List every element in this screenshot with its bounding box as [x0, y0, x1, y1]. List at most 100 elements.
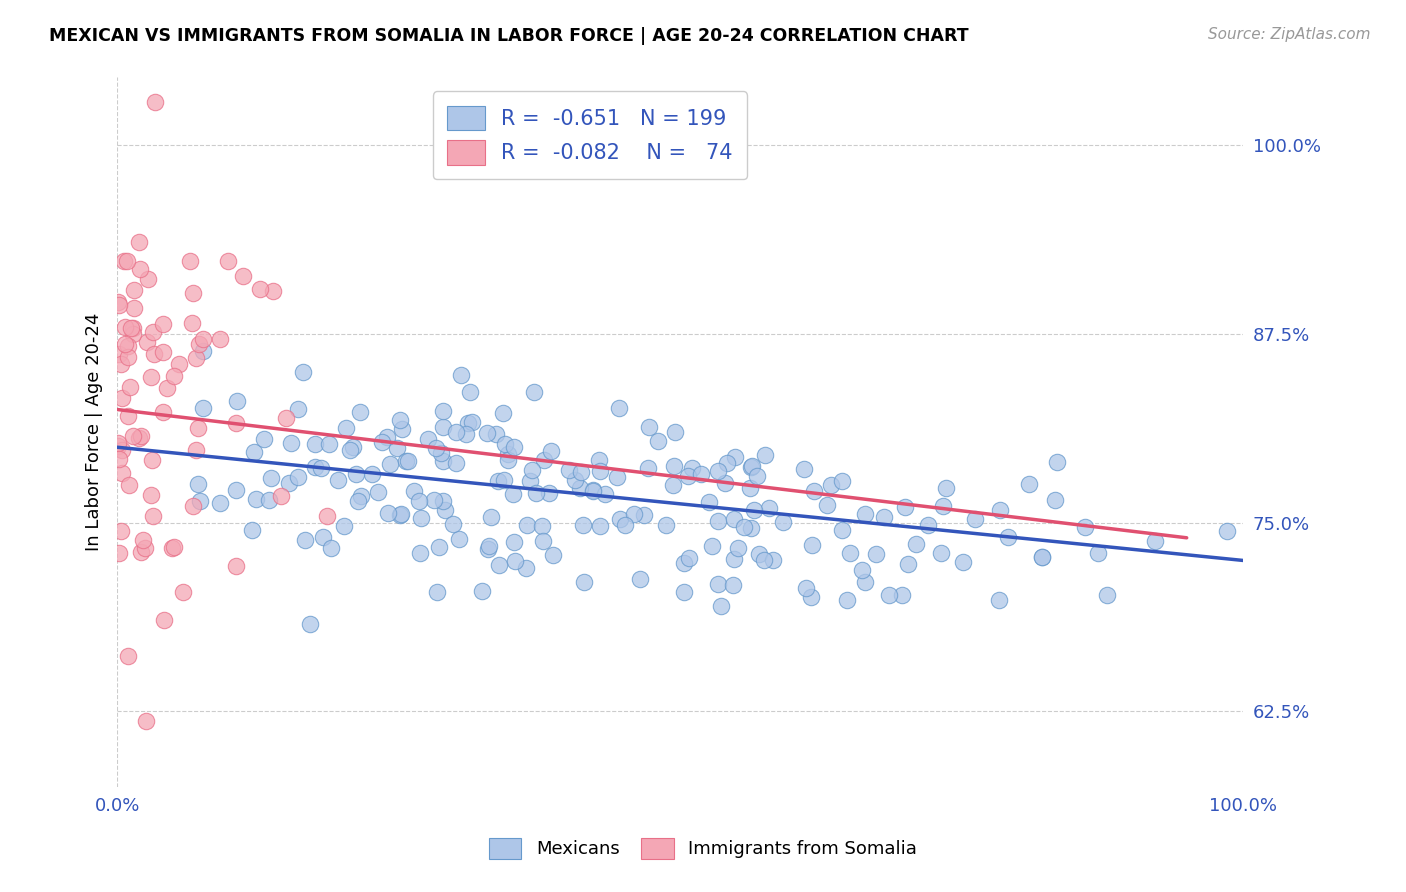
Point — [801, 538, 824, 552]
Point — [378, 457, 401, 471]
Point — [516, 517, 538, 532]
Point — [1144, 533, 1167, 548]
Point — [110, 524, 132, 539]
Point — [839, 546, 862, 560]
Point — [471, 584, 494, 599]
Point — [478, 539, 501, 553]
Point — [188, 336, 211, 351]
Point — [129, 545, 152, 559]
Point — [128, 235, 150, 250]
Point — [432, 493, 454, 508]
Point — [396, 454, 419, 468]
Point — [988, 502, 1011, 516]
Point — [312, 530, 335, 544]
Point — [540, 443, 562, 458]
Point — [707, 464, 730, 478]
Point — [762, 553, 785, 567]
Point — [349, 405, 371, 419]
Point — [108, 451, 131, 466]
Point — [690, 467, 713, 481]
Point — [1043, 492, 1066, 507]
Point — [344, 467, 367, 481]
Point — [179, 253, 201, 268]
Point — [820, 477, 842, 491]
Point — [664, 425, 686, 440]
Point — [429, 446, 451, 460]
Point — [117, 339, 139, 353]
Point — [931, 499, 953, 513]
Point — [1031, 549, 1053, 564]
Point — [107, 295, 129, 310]
Point — [502, 534, 524, 549]
Point — [209, 331, 232, 345]
Point — [724, 450, 747, 464]
Point — [232, 269, 254, 284]
Point — [461, 415, 484, 429]
Point — [537, 485, 560, 500]
Point — [571, 465, 593, 479]
Point — [209, 496, 232, 510]
Point — [427, 540, 450, 554]
Point — [1031, 550, 1053, 565]
Point — [1046, 455, 1069, 469]
Point — [533, 452, 555, 467]
Point — [139, 488, 162, 502]
Point — [721, 578, 744, 592]
Point — [287, 470, 309, 484]
Point — [318, 437, 340, 451]
Point — [172, 585, 194, 599]
Point — [1074, 520, 1097, 534]
Point — [163, 369, 186, 384]
Point — [294, 533, 316, 548]
Point — [270, 489, 292, 503]
Point — [391, 421, 413, 435]
Point — [655, 517, 678, 532]
Point — [1018, 477, 1040, 491]
Point — [432, 454, 454, 468]
Point — [142, 347, 165, 361]
Point — [564, 474, 586, 488]
Point — [107, 436, 129, 450]
Point — [707, 515, 730, 529]
Point — [136, 335, 159, 350]
Point — [121, 429, 143, 443]
Point — [740, 459, 762, 474]
Point — [740, 521, 762, 535]
Point — [662, 459, 685, 474]
Point — [110, 357, 132, 371]
Point — [647, 434, 669, 448]
Point — [723, 551, 745, 566]
Point — [160, 541, 183, 555]
Point — [727, 541, 749, 555]
Point — [486, 474, 509, 488]
Point — [458, 384, 481, 399]
Point — [319, 541, 342, 556]
Point — [494, 473, 516, 487]
Point — [342, 440, 364, 454]
Point — [117, 253, 139, 268]
Point — [519, 474, 541, 488]
Point — [607, 401, 630, 416]
Y-axis label: In Labor Force | Age 20-24: In Labor Force | Age 20-24 — [86, 313, 103, 551]
Point — [523, 384, 546, 399]
Point — [333, 519, 356, 533]
Point — [389, 413, 412, 427]
Point — [673, 556, 696, 570]
Point — [280, 436, 302, 450]
Point — [122, 321, 145, 335]
Point — [277, 475, 299, 490]
Point — [128, 431, 150, 445]
Point — [117, 409, 139, 424]
Point — [187, 421, 209, 435]
Point — [662, 478, 685, 492]
Point — [477, 542, 499, 557]
Point — [361, 467, 384, 482]
Point — [531, 534, 554, 549]
Point — [260, 471, 283, 485]
Point — [139, 370, 162, 384]
Point — [713, 476, 735, 491]
Point — [593, 487, 616, 501]
Point — [503, 440, 526, 454]
Point — [905, 536, 928, 550]
Point — [181, 500, 204, 514]
